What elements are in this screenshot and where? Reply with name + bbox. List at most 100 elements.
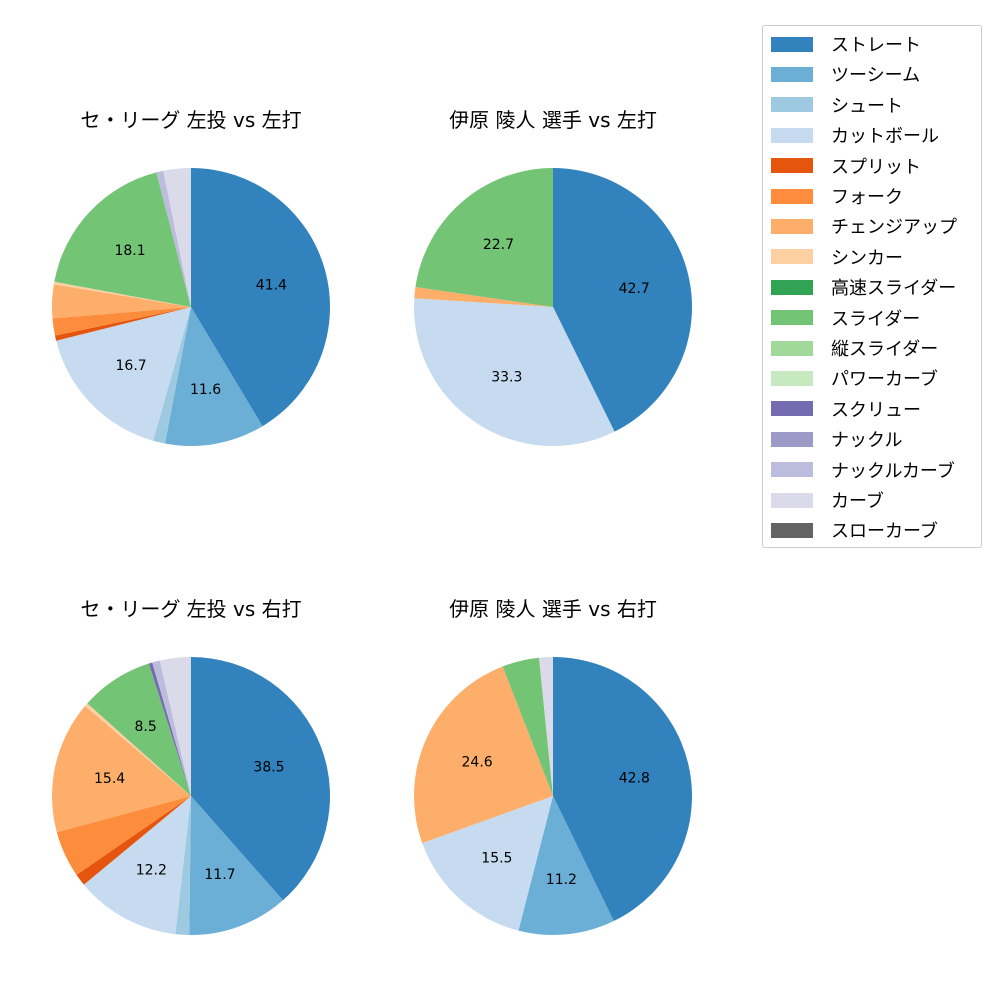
- legend-swatch: [771, 158, 813, 174]
- legend-item: フォーク: [771, 185, 903, 208]
- slice-value-label: 22.7: [483, 237, 514, 253]
- legend-swatch: [771, 401, 813, 417]
- chart-title-league-vs-right: セ・リーグ 左投 vs 右打: [80, 597, 302, 621]
- legend-item: 縦スライダー: [771, 337, 939, 360]
- pie-chart-ihara-vs-right: 42.8 11.2 15.5 24.6: [414, 657, 692, 935]
- legend-swatch: [771, 66, 813, 82]
- legend-item: ナックルカーブ: [771, 459, 955, 482]
- legend-label: スクリュー: [831, 399, 921, 421]
- slice-value-label: 38.5: [253, 760, 284, 776]
- pie-slice: [422, 796, 553, 931]
- pie-slice: [56, 307, 191, 441]
- legend-swatch: [771, 127, 813, 143]
- pie-slice: [553, 168, 692, 432]
- pie-slice: [152, 660, 191, 796]
- slice-value-label: 12.2: [136, 862, 167, 878]
- pie-slice: [54, 307, 192, 341]
- pie-slice: [52, 284, 192, 319]
- pie-slice: [85, 703, 191, 796]
- legend-swatch: [771, 370, 813, 386]
- legend-swatch: [771, 218, 813, 234]
- pie-slice: [159, 657, 191, 796]
- legend-label: ナックルカーブ: [831, 460, 955, 482]
- pie-slice: [175, 796, 191, 935]
- legend-swatch: [771, 188, 813, 204]
- slice-value-label: 8.5: [135, 719, 157, 735]
- legend-label: シュート: [831, 95, 903, 117]
- slice-value-label: 41.4: [256, 278, 287, 294]
- legend-swatch: [771, 36, 813, 52]
- pie-slice: [87, 663, 191, 796]
- pie-slice: [164, 307, 263, 447]
- legend-label: ナックル: [831, 430, 903, 452]
- slice-value-label: 42.7: [619, 281, 650, 297]
- pie-slice: [518, 796, 614, 935]
- legend-label: スローカーブ: [831, 521, 938, 543]
- legend-label: ストレート: [831, 35, 921, 56]
- pie-chart-league-vs-right: 38.5 11.7 12.2 15.4 8.5: [51, 657, 331, 935]
- pie-slice: [156, 170, 191, 307]
- slice-value-label: 11.2: [546, 872, 577, 888]
- pie-slice: [553, 657, 692, 922]
- pie-chart-league-vs-left: 41.4 11.6 16.7 18.1: [52, 168, 331, 447]
- legend-swatch: [771, 462, 813, 478]
- legend-label: ツーシーム: [831, 65, 921, 87]
- slice-value-label: 16.7: [116, 358, 147, 374]
- legend-item: スクリュー: [771, 398, 921, 421]
- legend-swatch: [771, 431, 813, 447]
- legend-label: フォーク: [831, 187, 903, 208]
- pie-chart-ihara-vs-left: 42.7 33.3 22.7: [414, 168, 692, 446]
- pie-slice: [148, 662, 191, 796]
- legend-swatch: [771, 249, 813, 265]
- pie-slice: [153, 307, 191, 444]
- slice-value-label: 15.4: [94, 771, 125, 787]
- slice-value-label: 15.5: [481, 851, 512, 867]
- legend-swatch: [771, 522, 813, 538]
- legend-label: 縦スライダー: [831, 339, 939, 360]
- pie-slice: [53, 281, 192, 307]
- legend-item: スローカーブ: [771, 519, 938, 543]
- legend-item: カットボール: [771, 124, 939, 148]
- pie-slice: [414, 298, 615, 446]
- pie-slice: [191, 168, 331, 427]
- chart-title-ihara-vs-right: 伊原 陵人 選手 vs 右打: [449, 597, 657, 621]
- pie-slice: [414, 286, 553, 307]
- legend-item: チェンジアップ: [771, 215, 957, 239]
- pie-slice: [83, 796, 191, 935]
- legend-label: 高速スライダー: [831, 278, 957, 300]
- legend-item: スプリット: [771, 155, 921, 178]
- legend-label: スプリット: [831, 156, 921, 178]
- pie-slice: [76, 796, 191, 885]
- slice-value-label: 33.3: [491, 369, 522, 385]
- legend-item: ストレート: [771, 33, 921, 56]
- pie-slice: [54, 172, 191, 307]
- legend-label: スライダー: [831, 308, 921, 330]
- legend-item: パワーカーブ: [771, 367, 938, 391]
- pie-slice: [502, 657, 553, 796]
- pie-slice: [51, 706, 191, 833]
- legend-item: シュート: [771, 94, 903, 117]
- legend-label: カットボール: [831, 126, 939, 148]
- legend-swatch: [771, 492, 813, 508]
- slice-value-label: 18.1: [114, 243, 145, 259]
- pie-slice: [56, 796, 191, 875]
- slice-value-label: 11.6: [190, 382, 221, 398]
- pie-slice: [52, 307, 191, 336]
- legend-item: スライダー: [771, 307, 921, 330]
- legend-item: ナックル: [771, 428, 903, 452]
- pie-slice: [539, 657, 553, 796]
- chart-title-ihara-vs-left: 伊原 陵人 選手 vs 左打: [449, 108, 657, 132]
- slice-value-label: 11.7: [204, 867, 235, 883]
- legend-swatch: [771, 97, 813, 113]
- chart-title-league-vs-left: セ・リーグ 左投 vs 左打: [80, 108, 302, 132]
- slice-value-label: 24.6: [462, 754, 493, 770]
- legend-label: パワーカーブ: [831, 369, 938, 391]
- legend-label: チェンジアップ: [831, 217, 957, 239]
- legend: ストレートツーシームシュートカットボール スプリットフォークチェンジアップ シンカー…: [762, 25, 982, 548]
- legend-item: シンカー: [771, 246, 903, 269]
- pie-slice: [163, 168, 191, 307]
- pie-slice: [414, 666, 553, 844]
- legend-label: シンカー: [831, 247, 903, 269]
- legend-swatch: [771, 310, 813, 326]
- pie-slice: [415, 168, 553, 307]
